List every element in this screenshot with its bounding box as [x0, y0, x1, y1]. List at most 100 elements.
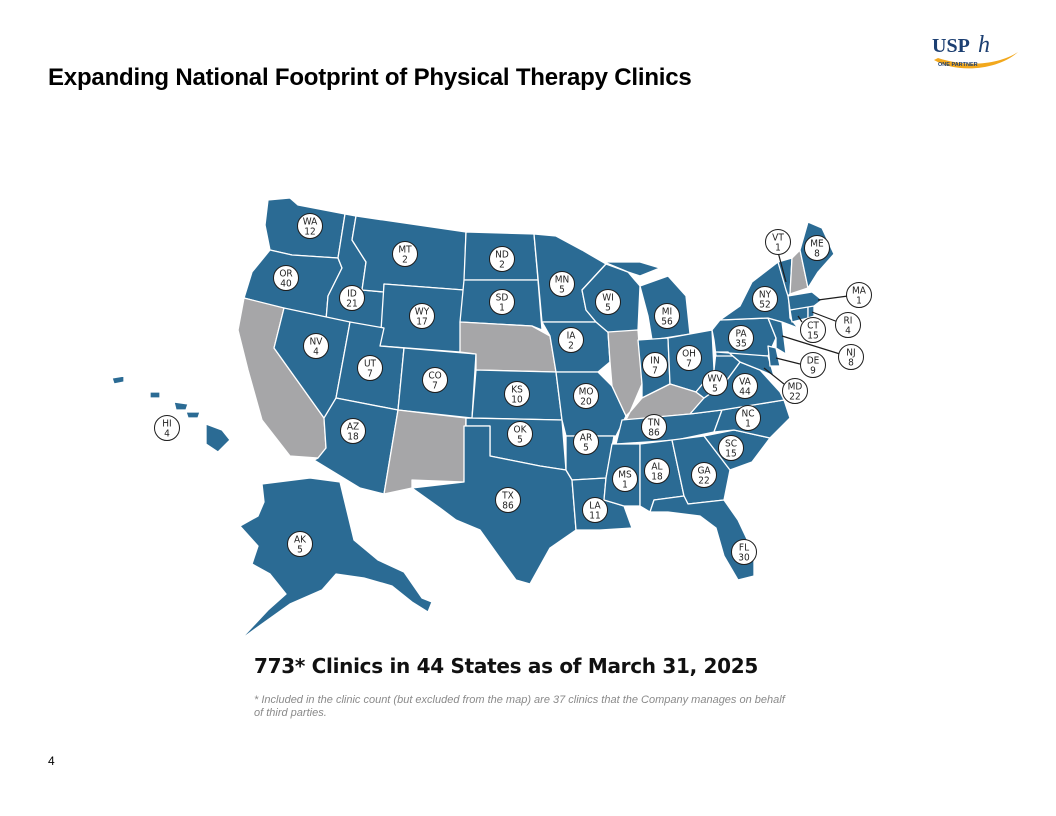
state-DE — [767, 345, 781, 367]
state-code-text: OK — [514, 425, 528, 436]
state-code-text: OR — [279, 269, 292, 280]
state-label-circle — [732, 373, 758, 399]
state-count-text: 2 — [402, 255, 408, 266]
state-count-text: 18 — [651, 472, 663, 483]
state-label-circle — [287, 531, 313, 557]
state-count-text: 30 — [738, 553, 750, 564]
state-MA — [787, 291, 823, 311]
state-label-ma: MA1 — [846, 282, 872, 308]
state-code-text: WA — [303, 217, 318, 228]
slide-title: Expanding National Footprint of Physical… — [48, 64, 692, 91]
state-count-text: 12 — [304, 227, 315, 238]
state-count-text: 7 — [432, 381, 438, 392]
state-count-text: 4 — [845, 326, 851, 337]
svg-text:ONE PARTNER: ONE PARTNER — [938, 62, 978, 68]
state-count-text: 5 — [712, 384, 718, 395]
state-count-text: 17 — [416, 317, 427, 328]
state-label-ms: MS1 — [612, 466, 638, 492]
state-code-text: ND — [495, 250, 509, 261]
clinic-footnote: * Included in the clinic count (but excl… — [254, 694, 785, 719]
state-label-circle — [504, 381, 530, 407]
state-count-text: 86 — [648, 428, 660, 439]
state-code-text: SC — [725, 439, 737, 450]
state-code-text: UT — [364, 359, 377, 370]
state-code-text: IA — [567, 331, 577, 342]
state-label-circle — [612, 466, 638, 492]
state-count-text: 4 — [313, 347, 319, 358]
state-count-text: 5 — [517, 435, 523, 446]
state-code-text: LA — [589, 501, 601, 512]
state-label-de: DE9 — [800, 352, 826, 378]
state-label-circle — [495, 487, 521, 513]
state-label-circle — [339, 285, 365, 311]
state-label-mn: MN5 — [549, 271, 575, 297]
state-label-circle — [676, 345, 702, 371]
clinic-summary-headline: 773* Clinics in 44 States as of March 31… — [254, 654, 759, 678]
state-count-text: 22 — [789, 392, 800, 403]
state-count-text: 35 — [735, 339, 746, 350]
state-label-wi: WI5 — [595, 289, 621, 315]
state-code-text: NY — [759, 290, 772, 301]
state-label-sd: SD1 — [489, 289, 515, 315]
state-count-text: 20 — [580, 397, 592, 408]
state-count-text: 56 — [661, 317, 673, 328]
leader-de — [775, 357, 801, 365]
state-TX — [411, 425, 577, 585]
leader-md — [763, 367, 785, 385]
state-shapes — [111, 197, 835, 641]
state-count-text: 86 — [502, 501, 514, 512]
state-count-text: 8 — [848, 358, 854, 369]
state-code-text: GA — [697, 466, 711, 477]
state-label-circle — [422, 367, 448, 393]
state-label-ia: IA2 — [558, 327, 584, 353]
leader-ma — [817, 295, 849, 301]
state-FL — [649, 495, 755, 581]
state-code-text: ME — [810, 239, 824, 250]
state-label-circle — [595, 289, 621, 315]
state-count-text: 7 — [367, 369, 373, 380]
state-label-circle — [154, 415, 180, 441]
state-label-circle — [303, 333, 329, 359]
state-code-text: MN — [555, 275, 570, 286]
state-label-in: IN7 — [642, 352, 668, 378]
state-IL — [607, 329, 643, 417]
state-code-text: MT — [398, 245, 412, 256]
state-code-text: OH — [682, 349, 696, 360]
state-count-text: 5 — [583, 443, 589, 454]
state-label-nc: NC1 — [735, 405, 761, 431]
state-label-circle — [718, 435, 744, 461]
state-code-text: AR — [580, 433, 592, 444]
state-label-circle — [728, 325, 754, 351]
svg-text:h: h — [978, 32, 990, 58]
state-code-text: SD — [496, 293, 509, 304]
state-label-circle — [357, 355, 383, 381]
state-label-nd: ND2 — [489, 246, 515, 272]
state-count-text: 1 — [622, 480, 628, 491]
state-label-circle — [273, 265, 299, 291]
state-MD — [715, 351, 775, 377]
state-code-text: MI — [662, 307, 672, 318]
state-label-circle — [409, 303, 435, 329]
state-count-text: 4 — [164, 429, 170, 440]
state-label-circle — [297, 213, 323, 239]
state-code-text: AL — [651, 462, 662, 473]
state-code-text: WY — [415, 307, 430, 318]
state-label-circle — [804, 235, 830, 261]
usph-logo: USP h ONE PARTNER — [932, 32, 1018, 69]
state-label-circle — [765, 229, 791, 255]
state-label-ri: RI4 — [835, 312, 861, 338]
state-AK — [239, 477, 433, 641]
state-code-text: ID — [347, 289, 357, 300]
state-count-text: 18 — [347, 432, 359, 443]
